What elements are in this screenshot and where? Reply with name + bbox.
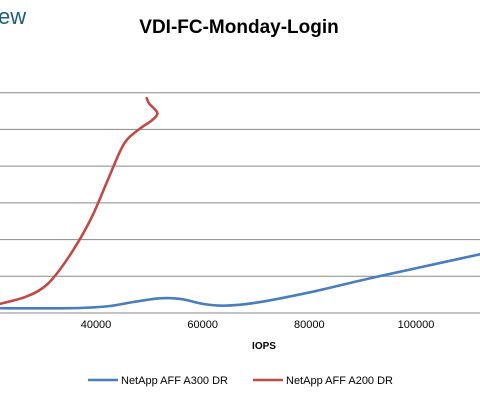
series-lines [0,96,480,310]
x-tick-label: 40000 [81,319,112,331]
x-tick-label: 80000 [294,319,325,331]
series-line-0 [0,252,480,310]
chart-title: VDI-FC-Monday-Login [139,17,338,38]
gridlines [0,92,480,277]
legend-label: NetApp AFF A300 DR [121,375,228,387]
x-tick-label: 60000 [187,319,218,331]
x-axis-title: IOPS [252,341,276,352]
legend-label: NetApp AFF A200 DR [286,375,393,387]
series-line-1 [0,96,159,306]
brand-logo-text: ew [0,4,26,29]
legend: NetApp AFF A300 DR NetApp AFF A200 DR [88,375,393,387]
x-tick-label: 100000 [398,319,435,331]
x-tick-labels: 40000 60000 80000 100000 [81,319,435,331]
